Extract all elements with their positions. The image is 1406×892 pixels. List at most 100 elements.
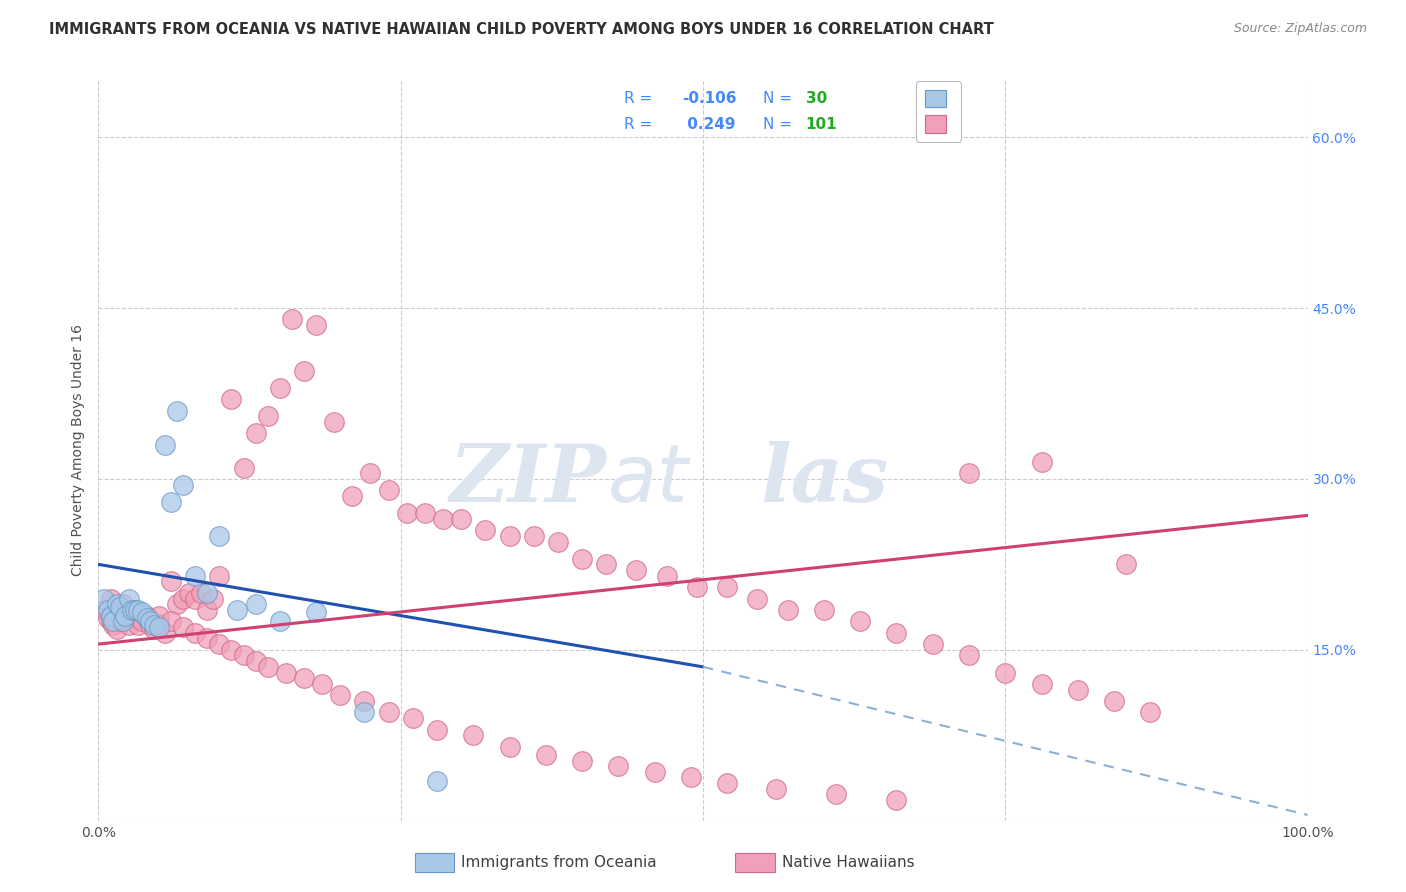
Point	[160, 494, 183, 508]
Point	[353, 694, 375, 708]
Point	[402, 711, 425, 725]
Y-axis label: Child Poverty Among Boys Under 16: Child Poverty Among Boys Under 16	[72, 325, 86, 576]
Point	[124, 603, 146, 617]
Point	[886, 625, 908, 640]
Text: las: las	[759, 442, 889, 519]
Point	[547, 534, 569, 549]
Point	[1102, 694, 1125, 708]
Text: at: at	[607, 441, 689, 519]
Point	[329, 689, 352, 703]
Point	[413, 506, 436, 520]
Point	[269, 381, 291, 395]
Point	[124, 603, 146, 617]
Point	[111, 597, 134, 611]
Point	[166, 403, 188, 417]
Point	[679, 770, 702, 784]
Point	[245, 426, 267, 441]
Point	[108, 615, 131, 629]
Point	[1031, 455, 1053, 469]
Point	[957, 648, 980, 663]
Point	[395, 506, 418, 520]
Text: ZIP: ZIP	[450, 442, 606, 519]
Point	[93, 603, 115, 617]
Text: Source: ZipAtlas.com: Source: ZipAtlas.com	[1233, 22, 1367, 36]
Point	[377, 483, 399, 498]
Point	[114, 608, 136, 623]
Point	[153, 625, 176, 640]
Point	[114, 611, 136, 625]
Point	[221, 642, 243, 657]
Point	[256, 409, 278, 424]
Point	[160, 615, 183, 629]
Point	[226, 603, 249, 617]
Point	[644, 764, 666, 779]
Point	[160, 574, 183, 589]
Point	[571, 551, 593, 566]
Point	[292, 671, 315, 685]
Point	[595, 558, 617, 572]
Point	[498, 739, 520, 754]
Point	[148, 608, 170, 623]
Point	[626, 563, 648, 577]
Point	[534, 747, 557, 762]
Point	[342, 489, 364, 503]
Point	[655, 568, 678, 582]
Point	[571, 755, 593, 769]
Point	[195, 632, 218, 646]
Text: N =: N =	[763, 118, 793, 132]
Point	[202, 591, 225, 606]
Point	[1115, 558, 1137, 572]
Point	[111, 605, 134, 619]
Point	[139, 615, 162, 629]
Point	[118, 591, 141, 606]
Point	[221, 392, 243, 407]
Point	[426, 773, 449, 788]
Point	[269, 615, 291, 629]
Point	[281, 312, 304, 326]
Text: -0.106: -0.106	[682, 91, 737, 106]
Point	[232, 460, 254, 475]
Point	[523, 529, 546, 543]
Point	[208, 529, 231, 543]
Point	[208, 568, 231, 582]
Point	[1031, 677, 1053, 691]
Point	[432, 512, 454, 526]
Point	[498, 529, 520, 543]
Point	[100, 591, 122, 606]
Point	[195, 586, 218, 600]
Point	[131, 615, 153, 629]
Point	[108, 599, 131, 614]
Point	[765, 781, 787, 796]
Point	[323, 415, 346, 429]
Point	[607, 759, 630, 773]
Point	[849, 615, 872, 629]
Point	[463, 728, 485, 742]
Legend: , : ,	[915, 80, 962, 142]
Point	[127, 603, 149, 617]
Point	[305, 605, 328, 619]
Point	[426, 723, 449, 737]
Point	[172, 477, 194, 491]
Point	[100, 615, 122, 629]
Point	[305, 318, 328, 333]
Point	[747, 591, 769, 606]
Point	[148, 616, 170, 631]
Point	[135, 611, 157, 625]
Point	[274, 665, 297, 680]
Point	[100, 608, 122, 623]
Point	[292, 364, 315, 378]
Point	[195, 603, 218, 617]
Point	[111, 615, 134, 629]
Text: IMMIGRANTS FROM OCEANIA VS NATIVE HAWAIIAN CHILD POVERTY AMONG BOYS UNDER 16 COR: IMMIGRANTS FROM OCEANIA VS NATIVE HAWAII…	[49, 22, 994, 37]
Point	[353, 706, 375, 720]
Point	[172, 620, 194, 634]
Point	[135, 608, 157, 623]
Point	[93, 591, 115, 606]
Point	[143, 617, 166, 632]
Point	[101, 615, 124, 629]
Point	[97, 603, 120, 617]
Point	[184, 625, 207, 640]
Point	[716, 776, 738, 790]
Point	[245, 654, 267, 668]
Point	[360, 467, 382, 481]
